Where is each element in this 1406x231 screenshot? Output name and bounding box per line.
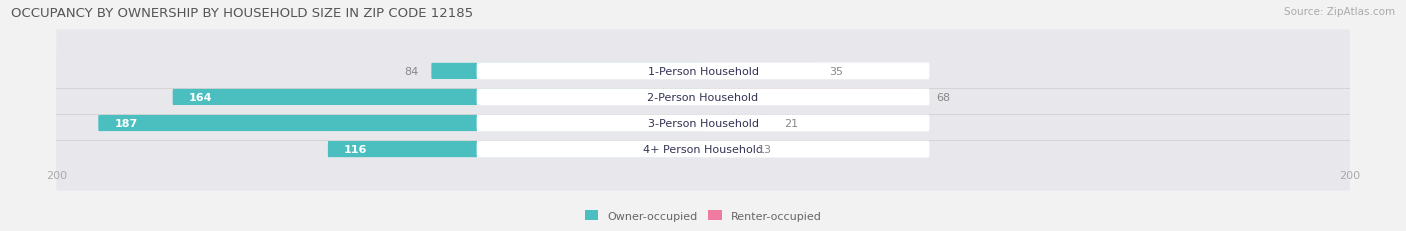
Text: OCCUPANCY BY OWNERSHIP BY HOUSEHOLD SIZE IN ZIP CODE 12185: OCCUPANCY BY OWNERSHIP BY HOUSEHOLD SIZE… [11,7,474,20]
Text: 68: 68 [936,93,950,103]
FancyBboxPatch shape [56,30,1350,113]
FancyBboxPatch shape [56,108,1350,191]
FancyBboxPatch shape [328,141,703,158]
Legend: Owner-occupied, Renter-occupied: Owner-occupied, Renter-occupied [585,210,821,221]
FancyBboxPatch shape [477,89,929,106]
FancyBboxPatch shape [98,116,703,131]
Text: 164: 164 [188,93,212,103]
Text: 187: 187 [114,119,138,128]
Text: 13: 13 [758,144,772,155]
FancyBboxPatch shape [703,64,815,80]
FancyBboxPatch shape [477,115,929,132]
FancyBboxPatch shape [56,56,1350,139]
FancyBboxPatch shape [477,63,929,80]
Text: 84: 84 [404,67,419,76]
FancyBboxPatch shape [703,116,770,131]
FancyBboxPatch shape [56,82,1350,165]
FancyBboxPatch shape [703,141,745,158]
Text: 21: 21 [785,119,799,128]
FancyBboxPatch shape [703,89,922,106]
FancyBboxPatch shape [477,141,929,158]
Text: 35: 35 [830,67,844,76]
Text: 2-Person Household: 2-Person Household [647,93,759,103]
Text: 116: 116 [344,144,367,155]
Text: 1-Person Household: 1-Person Household [648,67,758,76]
Text: Source: ZipAtlas.com: Source: ZipAtlas.com [1284,7,1395,17]
FancyBboxPatch shape [173,89,703,106]
Text: 4+ Person Household: 4+ Person Household [643,144,763,155]
FancyBboxPatch shape [432,64,703,80]
Text: 3-Person Household: 3-Person Household [648,119,758,128]
